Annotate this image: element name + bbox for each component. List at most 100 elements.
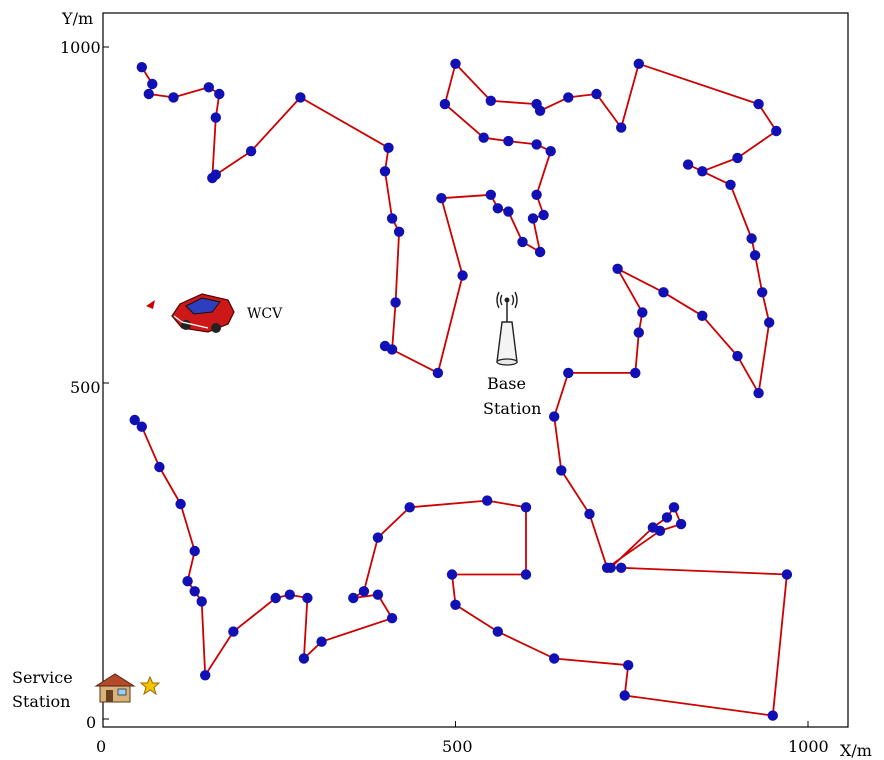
sensor-node xyxy=(545,146,556,157)
sensor-node xyxy=(549,653,560,664)
base-station-label-line1: Base xyxy=(487,374,526,393)
sensor-node xyxy=(605,562,616,573)
plot-frame xyxy=(102,12,849,728)
sensor-node xyxy=(563,92,574,103)
sensor-node xyxy=(168,92,179,103)
sensor-node xyxy=(732,350,743,362)
sensor-node xyxy=(393,226,405,237)
sensor-node xyxy=(781,569,793,580)
sensor-node xyxy=(478,132,489,143)
sensor-node xyxy=(668,502,680,513)
sensor-node xyxy=(503,206,514,217)
sensor-node xyxy=(492,626,503,637)
sensor-node xyxy=(316,636,327,647)
sensor-node xyxy=(658,287,669,298)
sensor-node xyxy=(527,213,539,224)
sensor-node xyxy=(379,340,391,352)
sensor-node xyxy=(630,367,641,379)
sensor-node xyxy=(556,465,567,476)
sensor-node xyxy=(432,367,444,379)
sensor-node xyxy=(189,545,200,557)
sensor-node xyxy=(302,592,313,604)
sensor-node xyxy=(767,710,778,721)
sensor-node xyxy=(200,670,211,681)
sensor-node xyxy=(616,562,627,573)
sensor-node xyxy=(372,532,384,543)
sensor-node xyxy=(647,522,659,533)
sensor-node xyxy=(386,613,398,624)
sensor-node xyxy=(591,88,602,100)
sensor-node xyxy=(210,112,221,123)
sensor-node xyxy=(503,135,514,147)
sensor-node xyxy=(549,411,560,422)
sensor-node xyxy=(358,586,370,597)
sensor-node xyxy=(682,159,694,170)
sensor-node xyxy=(749,250,761,261)
sensor-node xyxy=(284,589,295,600)
house-icon xyxy=(94,673,136,703)
y-tick-label-1000: 1000 xyxy=(60,38,101,57)
sensor-node xyxy=(492,203,503,214)
sensor-node xyxy=(757,287,768,298)
sensor-node xyxy=(457,270,468,281)
sensor-node xyxy=(534,105,546,117)
arrow-head-icon xyxy=(146,300,155,309)
sensor-node xyxy=(563,367,574,379)
sensor-node xyxy=(633,58,644,69)
sensor-node xyxy=(154,461,165,473)
sensor-node xyxy=(485,95,496,107)
sensor-node xyxy=(295,92,306,103)
sensor-node xyxy=(612,263,623,274)
sensor-node xyxy=(383,142,394,153)
x-axis-label: X/m xyxy=(840,741,872,760)
sensor-node xyxy=(214,88,225,100)
base-station-label-line2: Station xyxy=(483,399,541,418)
sensor-node xyxy=(196,596,207,607)
sensor-node xyxy=(764,317,775,328)
sensor-node xyxy=(147,78,158,90)
sensor-node xyxy=(520,569,532,580)
sensor-node xyxy=(619,690,630,701)
sensor-node xyxy=(372,589,384,600)
sensor-node xyxy=(725,179,736,190)
sensor-node xyxy=(439,98,451,110)
sensor-node xyxy=(485,189,496,200)
nodes-layer xyxy=(129,58,793,721)
sensor-node xyxy=(182,576,193,587)
service-station-label-line1: Service xyxy=(12,668,73,687)
sensor-node xyxy=(175,498,186,510)
sensor-node xyxy=(661,512,673,523)
sensor-node xyxy=(623,660,634,671)
sensor-node xyxy=(633,327,644,338)
sensor-node xyxy=(129,414,140,426)
sensor-node xyxy=(482,495,493,506)
sensor-node xyxy=(520,502,532,513)
sensor-node xyxy=(189,586,200,597)
sensor-node xyxy=(675,518,687,530)
sensor-node xyxy=(450,58,461,69)
sensor-node xyxy=(771,125,782,137)
sensor-node xyxy=(348,592,359,604)
sensor-node xyxy=(538,209,549,221)
sensor-node xyxy=(386,213,398,224)
sensor-node xyxy=(753,387,764,399)
sensor-node xyxy=(446,569,458,580)
sensor-node xyxy=(136,421,147,432)
sensor-node xyxy=(584,508,595,520)
sensor-node xyxy=(203,82,214,93)
sensor-node xyxy=(379,166,391,177)
antenna-icon xyxy=(496,291,518,366)
sensor-node xyxy=(228,626,239,637)
wcv-label: WCV xyxy=(247,306,283,322)
x-tick-label-0: 0 xyxy=(96,737,106,756)
sensor-node xyxy=(136,61,147,73)
sensor-node xyxy=(270,592,281,604)
x-tick-label-500: 500 xyxy=(442,737,473,756)
sensor-node xyxy=(450,599,461,610)
car-icon xyxy=(171,293,235,333)
y-axis-label: Y/m xyxy=(61,9,93,28)
sensor-node xyxy=(531,139,542,150)
sensor-node xyxy=(298,653,310,664)
sensor-node xyxy=(616,122,627,133)
